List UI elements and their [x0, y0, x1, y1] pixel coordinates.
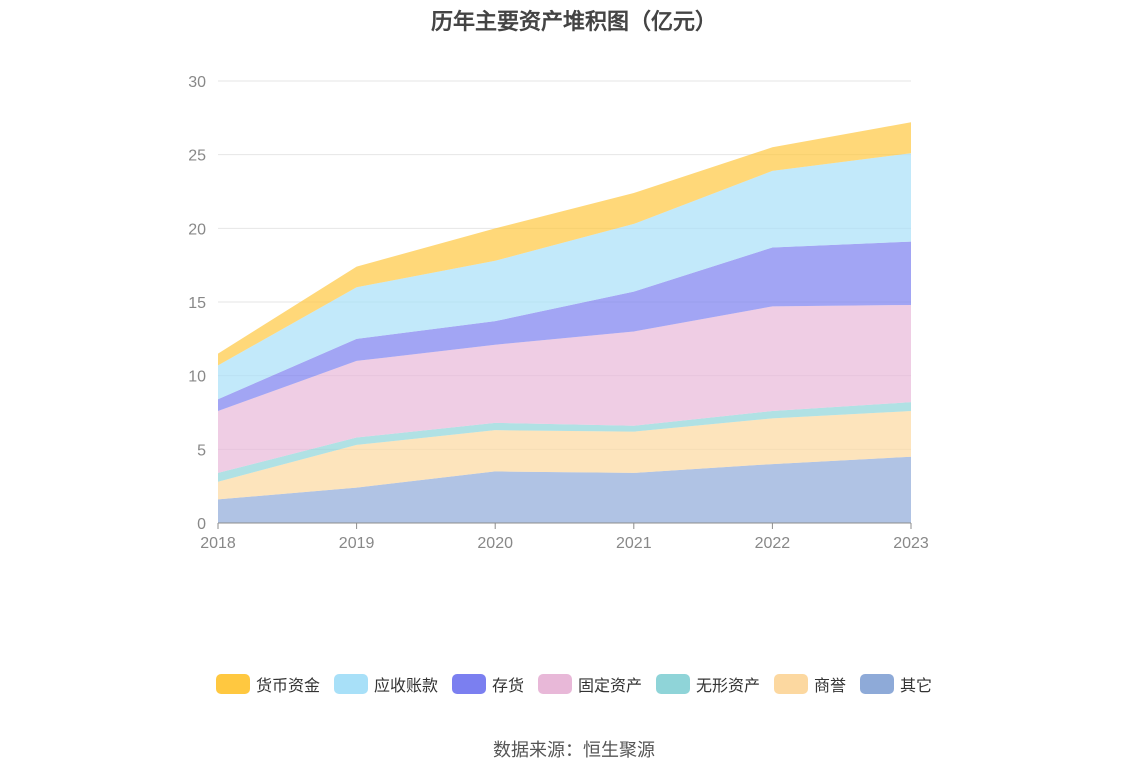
legend-item[interactable]: 存货 [451, 672, 524, 696]
y-tick-label: 15 [188, 295, 206, 312]
y-tick-label: 0 [197, 516, 206, 533]
x-tick-label: 2023 [893, 535, 929, 552]
legend-swatch [656, 674, 690, 694]
legend: 货币资金 应收账款 存货 固定资产 无形资产 商誉 其它 [0, 672, 1148, 696]
legend-label: 其它 [900, 676, 933, 695]
legend-swatch [774, 674, 809, 694]
axis-layer: 0 5 10 15 20 25 30 2018 2019 2020 2021 2022 2023 [188, 74, 929, 552]
y-tick-label: 10 [188, 369, 206, 386]
legend-swatch [451, 674, 486, 694]
data-source-note: 数据来源：恒生聚源 [493, 740, 655, 761]
y-tick-label: 25 [188, 148, 206, 165]
area-商誉 [218, 411, 911, 500]
area-无形资产 [218, 402, 911, 482]
y-tick-label: 5 [197, 442, 206, 459]
x-tick-label: 2019 [339, 535, 375, 552]
x-tick-label: 2021 [616, 535, 652, 552]
x-tick-label: 2020 [477, 535, 513, 552]
legend-item[interactable]: 商誉 [774, 672, 846, 696]
x-tick-label: 2018 [200, 535, 236, 552]
legend-item[interactable]: 货币资金 [215, 672, 320, 696]
x-tick-label: 2022 [755, 535, 791, 552]
legend-label: 无形资产 [696, 676, 761, 695]
area-存货 [218, 241, 911, 412]
y-tick-label: 20 [188, 221, 206, 238]
legend-swatch [860, 674, 895, 694]
legend-label: 商誉 [814, 676, 847, 695]
y-tick-label: 30 [188, 74, 206, 91]
legend-label: 应收账款 [373, 676, 438, 695]
legend-label: 货币资金 [255, 676, 320, 695]
legend-item[interactable]: 固定资产 [537, 672, 642, 696]
area-固定资产 [218, 304, 911, 473]
legend-item[interactable]: 无形资产 [656, 672, 760, 696]
area-货币资金 [218, 122, 911, 366]
area-其它 [218, 456, 911, 523]
area-应收账款 [218, 153, 911, 400]
chart-title: 历年主要资产堆积图（亿元） [430, 10, 717, 35]
area-layer [218, 122, 911, 523]
legend-item[interactable]: 应收账款 [333, 672, 438, 696]
legend-swatch [537, 674, 572, 694]
legend-item[interactable]: 其它 [860, 672, 932, 696]
legend-swatch [333, 674, 368, 694]
legend-label: 存货 [491, 676, 524, 695]
legend-label: 固定资产 [577, 676, 642, 695]
legend-swatch [215, 674, 250, 694]
